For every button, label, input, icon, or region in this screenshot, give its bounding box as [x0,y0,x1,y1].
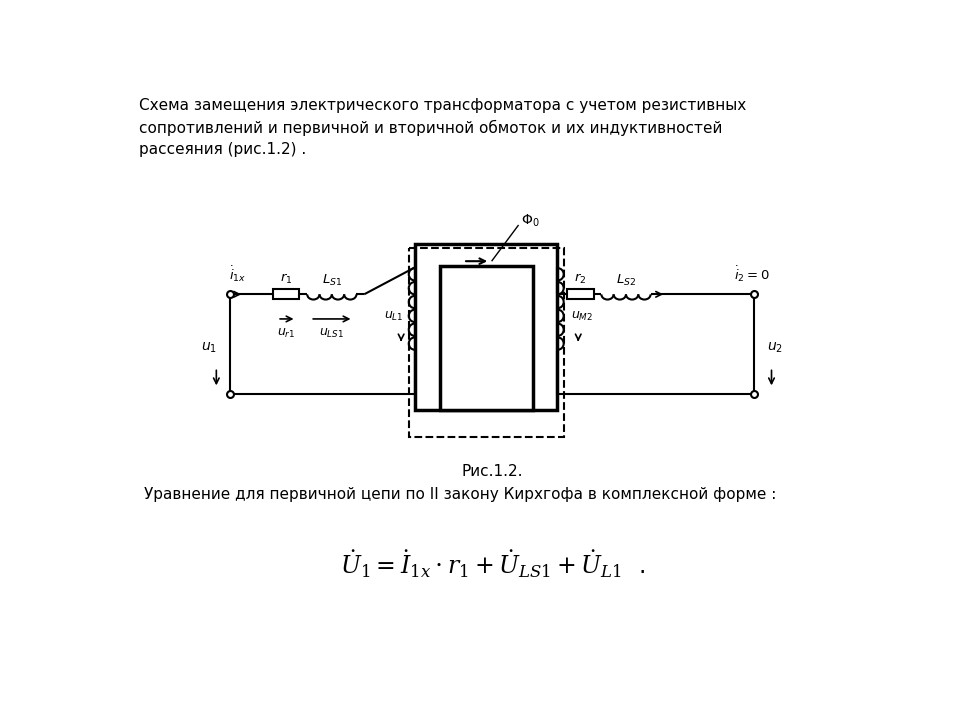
Text: $\dot{i}_{1x}$: $\dot{i}_{1x}$ [229,264,247,284]
Text: $r_2$: $r_2$ [574,272,587,287]
Text: $\dot{U}_1 = \dot{I}_{1x} \cdot r_1 + \dot{U}_{LS1} + \dot{U}_{L1}$  .: $\dot{U}_1 = \dot{I}_{1x} \cdot r_1 + \d… [340,549,644,580]
Text: $L_{S2}$: $L_{S2}$ [616,273,636,288]
Bar [409,248,564,437]
Text: $u_{r1}$: $u_{r1}$ [276,327,295,340]
Text: $\dot{i}_2=0$: $\dot{i}_2=0$ [734,264,770,284]
Text: Схема замещения электрического трансформатора с учетом резистивных
сопротивлений: Схема замещения электрического трансформ… [139,98,747,157]
Text: $u_2$: $u_2$ [767,341,783,356]
Bar [566,289,593,300]
Text: $r_1$: $r_1$ [279,272,292,287]
Text: $L_{S1}$: $L_{S1}$ [322,273,342,288]
Bar [273,289,300,300]
Text: $u_{M2}$: $u_{M2}$ [571,310,593,323]
Text: $u_{L1}$: $u_{L1}$ [384,310,403,323]
Bar [415,244,558,410]
Text: Уравнение для первичной цепи по II закону Кирхгофа в комплексной форме :: Уравнение для первичной цепи по II закон… [144,487,777,502]
Text: $\Phi_0$: $\Phi_0$ [521,213,540,230]
Bar [440,266,533,410]
Text: Рис.1.2.: Рис.1.2. [461,464,523,479]
Text: $u_1$: $u_1$ [201,341,217,356]
Text: $u_{LS1}$: $u_{LS1}$ [320,327,345,340]
